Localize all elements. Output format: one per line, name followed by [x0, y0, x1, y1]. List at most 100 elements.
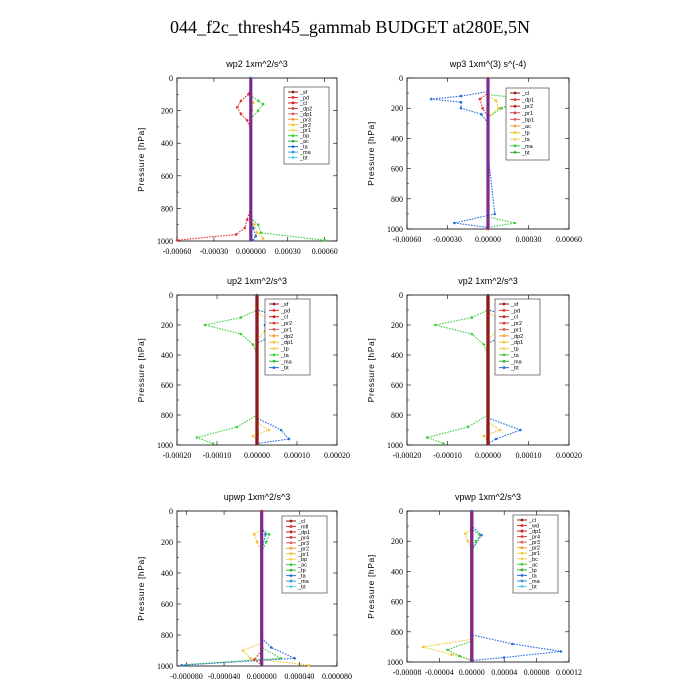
legend-entry: _tp	[280, 347, 289, 353]
legend-entry: _ta	[299, 145, 309, 151]
legend-entry: _cl	[280, 315, 288, 321]
legend-entry: _ta	[297, 574, 307, 580]
legend-marker	[513, 151, 517, 154]
y-axis-label: Pressure [hPa]	[136, 338, 146, 403]
data-point	[279, 428, 283, 432]
data-point	[287, 437, 291, 441]
data-point	[252, 238, 255, 242]
legend-marker	[291, 150, 295, 154]
data-point	[252, 533, 256, 536]
legend-entry: _pr2	[280, 321, 292, 327]
data-point	[253, 223, 256, 226]
series-line-pr2	[423, 511, 473, 662]
data-point	[497, 106, 501, 110]
legend-marker	[289, 541, 293, 545]
data-point	[481, 106, 484, 110]
chart-title: up2 1xm^2/s^3	[227, 276, 287, 286]
figure-title: 044_f2c_thresh45_gammab BUDGET at280E,5N	[169, 17, 531, 37]
legend-entry: _pd	[510, 308, 520, 314]
data-point	[466, 539, 470, 543]
y-tick-label: 1000	[157, 662, 173, 671]
legend-entry: _bt	[521, 150, 530, 156]
data-point	[459, 106, 463, 110]
y-tick-label: 200	[161, 107, 173, 116]
legend-marker	[289, 525, 293, 528]
y-tick-label: 1000	[387, 441, 403, 450]
data-point	[211, 442, 215, 445]
legend-marker	[520, 551, 524, 555]
legend-entry: _pr1	[510, 327, 522, 333]
data-point	[442, 442, 445, 445]
y-tick-label: 200	[391, 104, 403, 113]
legend-entry: _pr3	[299, 117, 311, 123]
y-tick-label: 0	[169, 74, 173, 83]
data-point	[559, 650, 563, 653]
x-tick-label: -0.00020	[163, 451, 192, 460]
data-point	[256, 223, 260, 226]
data-point	[470, 316, 474, 319]
legend-marker	[272, 302, 276, 306]
legend-marker	[520, 535, 524, 539]
x-tick-label: 0.000080	[322, 672, 352, 681]
y-tick-label: 800	[161, 411, 173, 420]
legend-marker	[272, 315, 276, 319]
legend-marker	[272, 340, 276, 344]
legend-entry: _ma	[528, 579, 541, 585]
y-tick-label: 800	[391, 195, 403, 204]
data-point	[459, 94, 463, 98]
legend-marker	[289, 519, 293, 523]
data-point	[480, 112, 483, 116]
data-point	[239, 332, 243, 336]
legend-marker	[291, 106, 295, 110]
legend-marker	[513, 144, 517, 148]
series-line-pr1	[195, 295, 258, 445]
data-point	[256, 109, 260, 112]
data-point	[478, 97, 482, 101]
y-tick-label: 200	[161, 321, 173, 330]
legend-marker	[272, 366, 276, 370]
legend-marker	[291, 117, 295, 121]
data-point	[236, 106, 239, 109]
legend-entry: _bp	[297, 557, 307, 563]
y-axis-label: Pressure [hPa]	[366, 554, 376, 619]
y-tick-label: 0	[169, 507, 173, 516]
legend-entry: _dp1	[510, 340, 523, 346]
legend-marker	[502, 353, 506, 357]
data-point	[430, 97, 433, 101]
data-point	[446, 648, 449, 652]
legend-marker	[291, 112, 295, 116]
data-point	[259, 231, 263, 235]
data-point	[255, 540, 259, 544]
x-tick-label: 0.000000	[247, 672, 277, 681]
legend-marker	[272, 353, 276, 357]
legend-entry: _dp1	[297, 530, 310, 536]
legend-marker	[289, 579, 293, 583]
legend-entry: _dp1	[280, 340, 293, 346]
legend-entry: _sf	[510, 302, 519, 308]
y-tick-label: 0	[169, 291, 173, 300]
data-point	[251, 434, 255, 438]
y-tick-label: 600	[161, 381, 173, 390]
legend-entry: _pr2	[297, 546, 309, 552]
legend-entry: _wd	[528, 524, 539, 530]
x-tick-label: 0.00020	[556, 451, 582, 460]
legend-entry: _ma	[510, 359, 523, 365]
legend-marker	[291, 139, 295, 143]
legend-entry: _bt	[280, 366, 289, 372]
y-tick-label: 800	[161, 204, 173, 213]
legend-entry: _tp	[510, 347, 519, 353]
legend-entry: _tp	[521, 131, 530, 137]
legend-entry: _bt	[510, 366, 519, 372]
legend-box	[283, 86, 330, 165]
legend-marker	[289, 574, 293, 578]
legend-marker	[513, 124, 517, 128]
x-tick-label: 0.00060	[556, 235, 582, 244]
legend-entry: _dp2	[280, 334, 293, 340]
legend-marker	[291, 145, 295, 149]
chart-panel-2: wp3 1xm^(3) s^(-4) Pressure [hPa] 0 200 400 6…	[366, 59, 582, 244]
data-point	[235, 425, 239, 429]
legend-marker	[513, 131, 517, 135]
data-point	[265, 540, 268, 544]
legend-marker	[272, 308, 276, 312]
legend-marker	[520, 573, 524, 577]
